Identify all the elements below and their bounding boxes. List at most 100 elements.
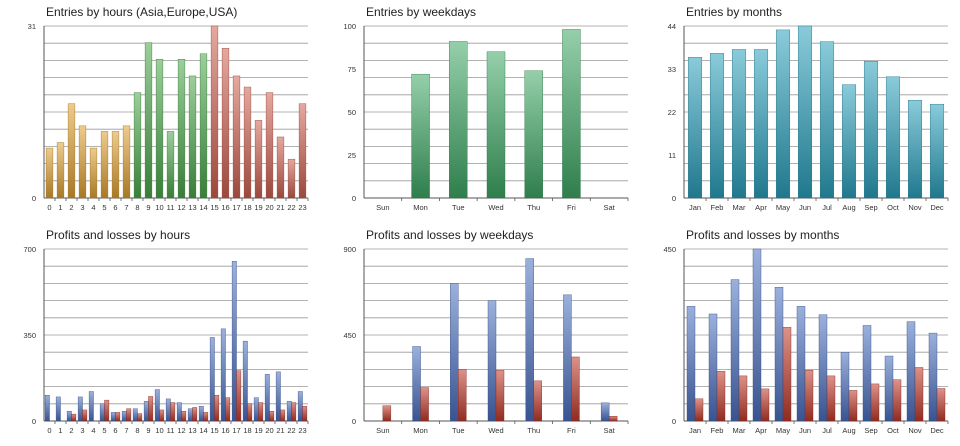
x-tick-label: 13 xyxy=(188,203,196,212)
bar-profits xyxy=(906,321,916,422)
bar xyxy=(232,75,241,199)
x-tick-label: Sun xyxy=(376,203,389,212)
x-tick-label: 16 xyxy=(221,203,229,212)
bar-losses xyxy=(170,402,176,422)
bar-profits xyxy=(412,346,421,422)
bar-losses xyxy=(181,410,187,422)
y-tick-label: 0 xyxy=(32,194,36,203)
bar-profits xyxy=(176,402,182,422)
bar xyxy=(45,147,54,199)
bar-losses xyxy=(804,369,814,422)
bar xyxy=(885,76,901,199)
y-tick-label: 0 xyxy=(672,417,676,426)
bar-losses xyxy=(533,380,542,422)
x-tick-label: 10 xyxy=(155,426,163,435)
x-tick-label: Fri xyxy=(567,203,576,212)
x-tick-label: 20 xyxy=(265,426,273,435)
x-tick-label: Jan xyxy=(689,426,701,435)
y-tick-label: 22 xyxy=(668,108,676,117)
x-tick-label: 9 xyxy=(146,203,150,212)
chart-entries-by-weekdays: Entries by weekdays 0 25 50 75 100 Sun Mon Tue We… xyxy=(320,0,640,223)
x-tick-label: 8 xyxy=(135,426,139,435)
bar xyxy=(144,42,153,199)
bar-losses xyxy=(892,379,902,422)
x-tick-label: Jun xyxy=(799,203,811,212)
x-tick-label: Dec xyxy=(930,426,944,435)
bar xyxy=(907,100,923,199)
bar xyxy=(122,125,131,199)
bar xyxy=(841,84,857,199)
bar-profits xyxy=(165,398,171,422)
x-tick-label: 2 xyxy=(69,203,73,212)
x-tick-label: Nov xyxy=(908,203,922,212)
x-tick-label: Mon xyxy=(413,203,428,212)
bar xyxy=(298,103,307,199)
bar xyxy=(78,125,87,199)
bar-profits xyxy=(730,279,740,422)
x-tick-label: 19 xyxy=(254,203,262,212)
x-tick-label: 15 xyxy=(210,426,218,435)
x-tick-label: Mon xyxy=(413,426,428,435)
y-tick-label: 900 xyxy=(343,245,356,254)
bar xyxy=(155,59,164,199)
bar-profits xyxy=(121,410,127,422)
bar-losses xyxy=(420,387,429,422)
x-tick-label: Dec xyxy=(930,203,944,212)
bar xyxy=(863,60,879,199)
x-tick-label: Oct xyxy=(887,203,900,212)
y-tick-label: 11 xyxy=(668,151,676,160)
bar xyxy=(562,29,581,199)
bar-losses xyxy=(302,406,308,422)
x-tick-label: 21 xyxy=(276,426,284,435)
x-tick-label: May xyxy=(776,426,790,435)
bar-profits xyxy=(154,389,160,422)
x-tick-label: 23 xyxy=(298,426,306,435)
x-tick-label: 2 xyxy=(69,426,73,435)
bar-profits xyxy=(99,403,105,422)
x-tick-label: 6 xyxy=(113,426,117,435)
bar-profits xyxy=(774,287,784,422)
x-tick-label: Jul xyxy=(822,426,832,435)
bar-profits xyxy=(264,374,270,422)
x-tick-label: 11 xyxy=(167,203,175,212)
bar-losses xyxy=(82,409,88,422)
x-tick-label: 8 xyxy=(135,203,139,212)
bar-profits xyxy=(928,332,938,422)
bar xyxy=(753,49,769,199)
x-tick-label: 1 xyxy=(58,426,62,435)
entries-weekdays-svg: Entries by weekdays 0 25 50 75 100 Sun Mon Tue We… xyxy=(343,5,629,212)
x-tick-label: Thu xyxy=(527,203,540,212)
x-tick-label: May xyxy=(776,203,790,212)
bar xyxy=(100,131,109,199)
chart-entries-by-hours: Entries by hours (Asia,Europe,USA) 0 31 0 1 2… xyxy=(0,0,320,223)
x-tick-label: 14 xyxy=(199,426,207,435)
bar-profits xyxy=(198,406,204,422)
bar-profits xyxy=(297,391,303,422)
x-tick-label: 10 xyxy=(155,203,163,212)
entries-months-svg: Entries by months 0 11 22 33 44 Jan Feb Mar Apr Ma… xyxy=(668,5,949,212)
y-tick-label: 33 xyxy=(668,65,676,74)
bar-losses xyxy=(495,370,505,422)
y-tick-label: 25 xyxy=(348,151,356,160)
chart-title: Profits and losses by hours xyxy=(46,228,190,242)
bar xyxy=(265,92,274,199)
x-tick-label: 17 xyxy=(232,426,240,435)
bar-profits xyxy=(187,408,193,422)
y-tick-label: 450 xyxy=(343,331,356,340)
chart-title: Profits and losses by weekdays xyxy=(366,228,533,242)
bar-losses xyxy=(126,408,132,422)
bar-profits xyxy=(209,337,215,422)
x-tick-label: 3 xyxy=(80,203,84,212)
bar-profits xyxy=(450,283,459,422)
y-tick-label: 0 xyxy=(352,417,356,426)
bar-losses xyxy=(137,413,143,422)
bar-profits xyxy=(686,306,696,422)
x-tick-label: Mar xyxy=(733,203,746,212)
x-tick-label: 14 xyxy=(199,203,207,212)
x-tick-label: Sat xyxy=(604,426,616,435)
chart-title: Entries by weekdays xyxy=(366,5,476,19)
chart-title: Entries by hours (Asia,Europe,USA) xyxy=(46,5,237,19)
bar xyxy=(731,49,747,199)
x-tick-label: Sep xyxy=(864,426,877,435)
